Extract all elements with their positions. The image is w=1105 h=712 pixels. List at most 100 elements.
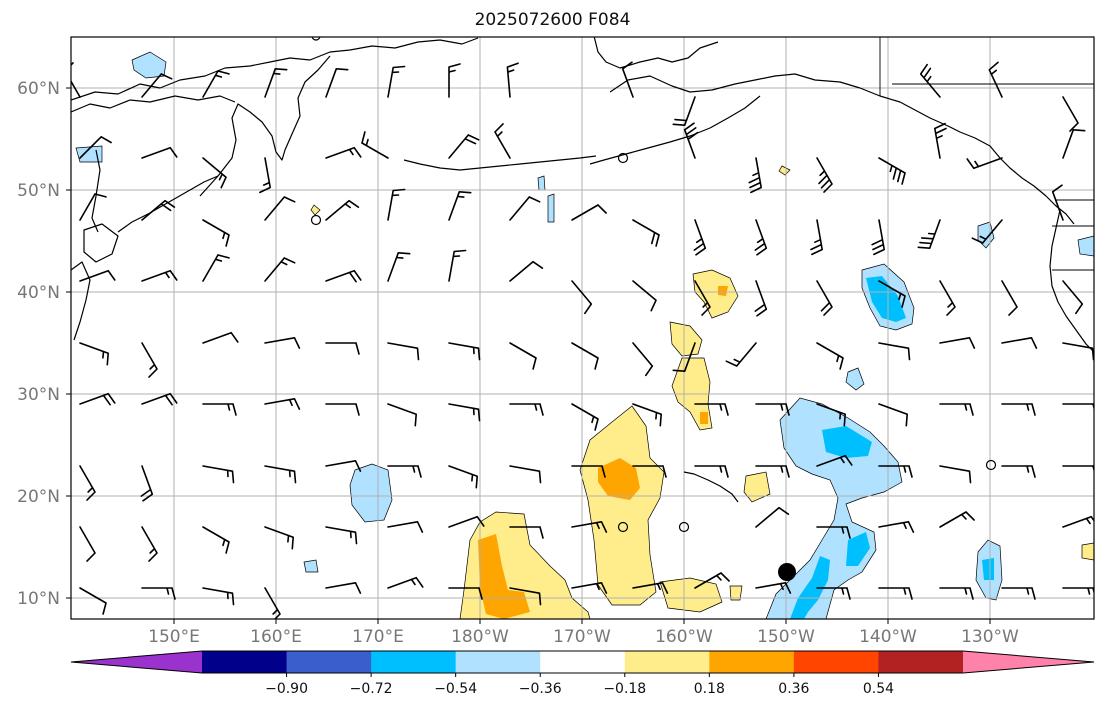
shade-core-area [718, 286, 728, 296]
wind-barb [202, 403, 237, 416]
shade-negative-area [349, 463, 393, 523]
coastline-north-america-west [1049, 209, 1094, 353]
boundary-us-states [1052, 225, 1094, 271]
wind-barb [694, 403, 729, 416]
wind-barb [754, 280, 768, 317]
wind-barb [509, 342, 537, 370]
wind-barb [1001, 403, 1036, 416]
wind-barb [509, 587, 542, 606]
shade-core-area [700, 412, 708, 424]
wind-barb [934, 122, 947, 159]
wind-barb [387, 342, 420, 361]
wind-barb [202, 526, 230, 554]
wind-barb [966, 157, 1003, 170]
wind-barb [141, 392, 178, 406]
coastline-kuril-chain [117, 175, 219, 233]
wind-barb [878, 521, 915, 533]
wind-barb [387, 465, 422, 478]
shade-negative-area [75, 145, 103, 163]
wind-barb [509, 465, 542, 484]
wind-barb [939, 403, 974, 416]
wind-barb [141, 587, 176, 600]
wind-barb [871, 219, 885, 256]
wind-barb [202, 157, 227, 189]
wind-barb [448, 403, 481, 422]
station-markers [310, 37, 997, 533]
colorbar-bin [709, 651, 795, 673]
wind-barb [1062, 96, 1079, 132]
shade-core-area [598, 458, 640, 500]
wind-barb [693, 219, 707, 256]
wind-barb [494, 123, 511, 159]
wind-barb [264, 398, 301, 410]
wind-barb [448, 249, 467, 282]
wind-barb [325, 526, 358, 545]
wind-barb [448, 134, 480, 159]
colorbar-extend-low [71, 651, 202, 673]
wind-barb [1001, 465, 1036, 478]
wind-barb [325, 199, 360, 221]
wind-barb [571, 280, 593, 315]
calm-station-marker [617, 521, 629, 533]
wind-barb [672, 342, 696, 372]
wind-barb [305, 4, 326, 35]
wind-barb [816, 526, 851, 539]
shade-core-area [866, 276, 906, 322]
wind-barb [264, 257, 296, 282]
colorbar-bin [624, 651, 710, 673]
wind-barb [725, 342, 757, 367]
wind-barb [141, 342, 158, 378]
wind-barb [509, 526, 544, 539]
wind-barb [202, 219, 230, 247]
lon-label: 130°W [961, 627, 1019, 647]
lat-label: 20°N [17, 487, 60, 507]
wind-barb [448, 465, 478, 489]
wind-barb [632, 280, 657, 312]
map-panel [71, 4, 1094, 619]
wind-barb [748, 157, 762, 194]
lon-label: 170°W [553, 627, 611, 647]
wind-barb [448, 342, 481, 361]
coastline-siberia [71, 37, 479, 101]
wind-barb [919, 63, 941, 98]
shade-positive-area [1081, 542, 1094, 561]
wind-barb [1062, 515, 1094, 528]
wind-barb [71, 62, 81, 98]
calm-station-marker [985, 459, 997, 471]
colorbar-label: −0.90 [265, 681, 308, 697]
shade-negative-area [845, 367, 865, 391]
shade-negative-area [547, 193, 555, 223]
wind-barb [917, 219, 941, 249]
wind-barb [878, 587, 913, 600]
wind-barb [448, 63, 461, 98]
colorbar-bin [793, 651, 879, 673]
coastline-sakhalin [91, 149, 101, 233]
wind-barb [939, 511, 975, 528]
wind-barb [694, 280, 711, 316]
wind-barb [264, 68, 288, 98]
wind-barb [509, 196, 541, 221]
wind-barb [387, 403, 417, 427]
wind-barb [325, 269, 362, 283]
lon-label: 170°E [352, 627, 404, 647]
colorbar-bin [878, 651, 964, 673]
wind-barb [939, 337, 976, 349]
wind-barb [325, 146, 362, 159]
wind-barb [264, 465, 297, 484]
wind-barb [79, 193, 107, 221]
shade-negative-area [537, 175, 546, 191]
colorbar: −0.90 −0.72 −0.54 −0.36 −0.18 0.18 0.36 0.54 [70, 650, 1095, 697]
wind-barb [694, 465, 729, 478]
calm-station-marker [311, 37, 321, 41]
wind-barb [506, 62, 519, 98]
wind-barb [755, 465, 790, 478]
wind-barb [816, 280, 833, 316]
wind-barb [878, 342, 911, 361]
wind-barb [971, 219, 1003, 244]
wind-barb [387, 252, 411, 282]
wind-barb [387, 188, 406, 221]
lon-label: 150°E [148, 627, 200, 647]
wind-barb [754, 219, 768, 256]
wind-barb [816, 157, 833, 193]
wind-barb [571, 465, 606, 478]
